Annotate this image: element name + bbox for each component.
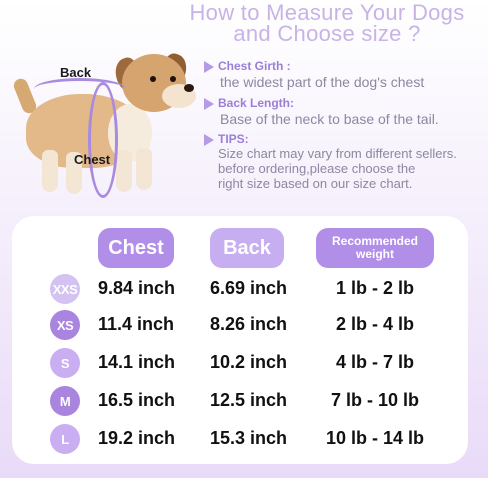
weight-header-line-2: weight [356,247,394,261]
size-badge-s: S [50,348,80,378]
back-value: 6.69 inch [210,278,288,298]
size-badge-xxs: XXS [50,274,80,304]
back-value: 12.5 inch [210,390,288,410]
dog-leg [66,152,82,194]
back-value: 15.3 inch [210,428,288,448]
weight-value: 2 lb - 4 lb [335,314,414,334]
chest-value: 14.1 inch [98,352,176,372]
weight-value: 7 lb - 10 lb [330,390,420,410]
dog-leg [42,150,58,192]
tips-line: Size chart may vary from different selle… [218,146,457,161]
dog-eye [170,76,176,82]
chest-girth-info: Chest Girth : the widest part of the dog… [204,59,424,89]
dog-leg [136,148,152,190]
triangle-bullet-icon [204,97,214,110]
tips-heading: TIPS: [218,132,249,146]
tips-line: before ordering,please choose the [218,161,416,176]
weight-value: 10 lb - 14 lb [325,428,425,448]
weight-header-line-1: Recommended [331,234,419,248]
chest-value: 9.84 inch [98,278,176,298]
chest-measure-ring [88,82,118,198]
back-value: 8.26 inch [210,314,288,334]
chest-label: Chest [74,152,111,167]
back-value: 10.2 inch [210,352,288,372]
chest-column-header: Chest [98,228,174,268]
weight-value: 1 lb - 2 lb [335,278,414,298]
triangle-bullet-icon [204,60,214,73]
chest-girth-heading: Chest Girth : [218,59,291,73]
weight-column-header: Recommended weight [316,228,434,268]
chest-value: 16.5 inch [98,390,176,410]
back-label: Back [60,65,92,80]
size-badge-l: L [50,424,80,454]
title-line-2: and Choose size ? [233,21,421,46]
chest-value: 11.4 inch [98,314,175,334]
chest-value: 19.2 inch [98,428,176,448]
tips-line: right size based on our size chart. [218,176,413,191]
back-column-header: Back [210,228,284,268]
dog-illustration: Back Chest [4,38,204,198]
dog-leg [116,150,132,192]
tips-info: TIPS: Size chart may vary from different… [204,132,457,191]
size-badge-m: M [50,386,80,416]
dog-nose [184,84,194,92]
size-chart-table: Chest Back Recommended weight XXS 9.84 i… [12,216,468,464]
size-badge-xs: XS [50,310,80,340]
back-length-info: Back Length: Base of the neck to base of… [204,96,439,126]
chest-girth-text: the widest part of the dog's chest [220,74,425,90]
back-measure-line [34,78,126,100]
back-length-text: Base of the neck to base of the tail. [220,111,439,127]
triangle-bullet-icon [204,133,214,146]
page-title: How to Measure Your Dogs and Choose size… [172,0,482,46]
weight-value: 4 lb - 7 lb [335,352,414,372]
title-line-1: How to Measure Your Dogs [189,0,465,25]
back-length-heading: Back Length: [218,96,295,110]
dog-eye [150,76,156,82]
